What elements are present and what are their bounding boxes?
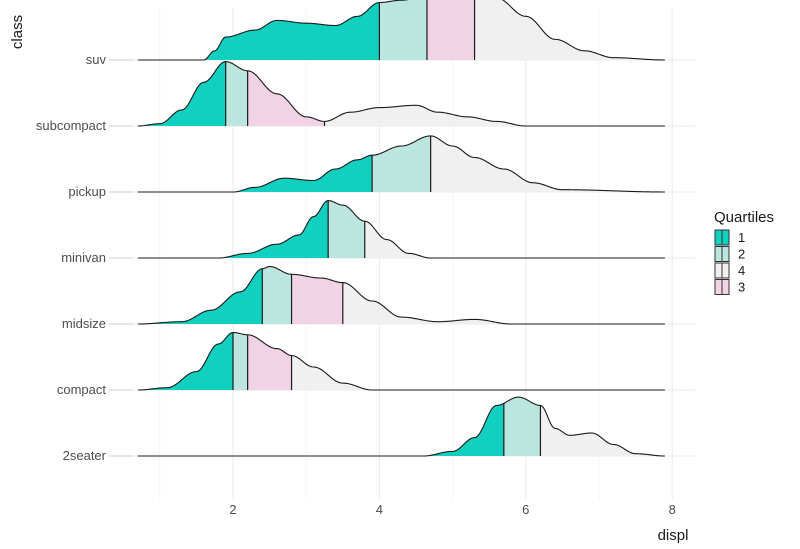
y-tick-label: minivan — [61, 250, 106, 265]
x-axis-title: displ — [658, 527, 689, 544]
quartile-region — [372, 135, 431, 192]
quartile-region — [328, 200, 365, 258]
quartile-region — [225, 61, 248, 126]
y-tick-label: subcompact — [36, 118, 106, 133]
ridge-2seater — [137, 396, 665, 457]
density-outline — [137, 265, 665, 325]
quartile-region — [426, 0, 475, 60]
quartile-region — [379, 0, 427, 60]
ridge-suv — [137, 0, 665, 61]
legend-label: 2 — [738, 247, 745, 262]
x-axis: 2 4 6 8 — [229, 502, 675, 517]
quartile-region — [233, 332, 248, 390]
legend-label: 3 — [738, 280, 745, 295]
quartile-region — [247, 334, 292, 390]
y-tick-label: compact — [57, 382, 107, 397]
quartile-region — [342, 282, 665, 324]
legend-item: 4 — [714, 262, 745, 279]
ridge-subcompact — [137, 61, 665, 127]
density-outline — [137, 199, 665, 259]
quartile-region — [137, 403, 504, 456]
quartile-region — [247, 70, 325, 126]
legend: Quartiles 1 24 3 — [714, 209, 774, 295]
x-tick-label: 6 — [522, 502, 529, 517]
quartile-region — [137, 61, 226, 126]
x-tick-label: 2 — [229, 502, 236, 517]
quartile-region — [324, 105, 665, 126]
legend-item: 2 — [714, 246, 745, 262]
legend-item: 1 — [714, 229, 745, 246]
quartile-region — [291, 355, 665, 390]
y-tick-label: 2seater — [63, 448, 107, 463]
legend-item: 3 — [714, 279, 745, 295]
density-outline — [137, 135, 665, 193]
quartile-region — [137, 155, 373, 192]
ridge-compact — [137, 331, 665, 391]
y-tick-label: pickup — [68, 184, 106, 199]
x-tick-label: 8 — [669, 502, 676, 517]
ridge-pickup — [137, 135, 665, 193]
quartile-region — [137, 268, 263, 324]
density-outline — [137, 331, 665, 391]
x-tick-label: 4 — [376, 502, 383, 517]
quartile-region — [262, 266, 292, 324]
quartile-region — [474, 0, 665, 60]
quartile-region — [503, 397, 541, 456]
ridge-minivan — [137, 199, 665, 259]
y-tick-label: midsize — [62, 316, 106, 331]
quartile-region — [430, 135, 665, 192]
y-axis-title: class — [9, 15, 26, 49]
y-axis: suv subcompact pickup minivan midsize compact… — [36, 52, 133, 463]
density-outline — [137, 0, 665, 61]
quartile-region — [137, 2, 380, 60]
density-outline — [137, 61, 665, 127]
quartile-region — [137, 332, 233, 390]
ridge-midsize — [137, 265, 665, 325]
quartile-region — [364, 221, 665, 258]
quartile-region — [540, 405, 665, 456]
y-tick-label: suv — [86, 52, 107, 67]
legend-label: 4 — [738, 263, 745, 278]
legend-label: 1 — [738, 230, 745, 245]
quartile-region — [291, 274, 343, 324]
legend-title: Quartiles — [714, 209, 774, 226]
density-outline — [137, 396, 665, 457]
density-ridges — [137, 0, 665, 457]
